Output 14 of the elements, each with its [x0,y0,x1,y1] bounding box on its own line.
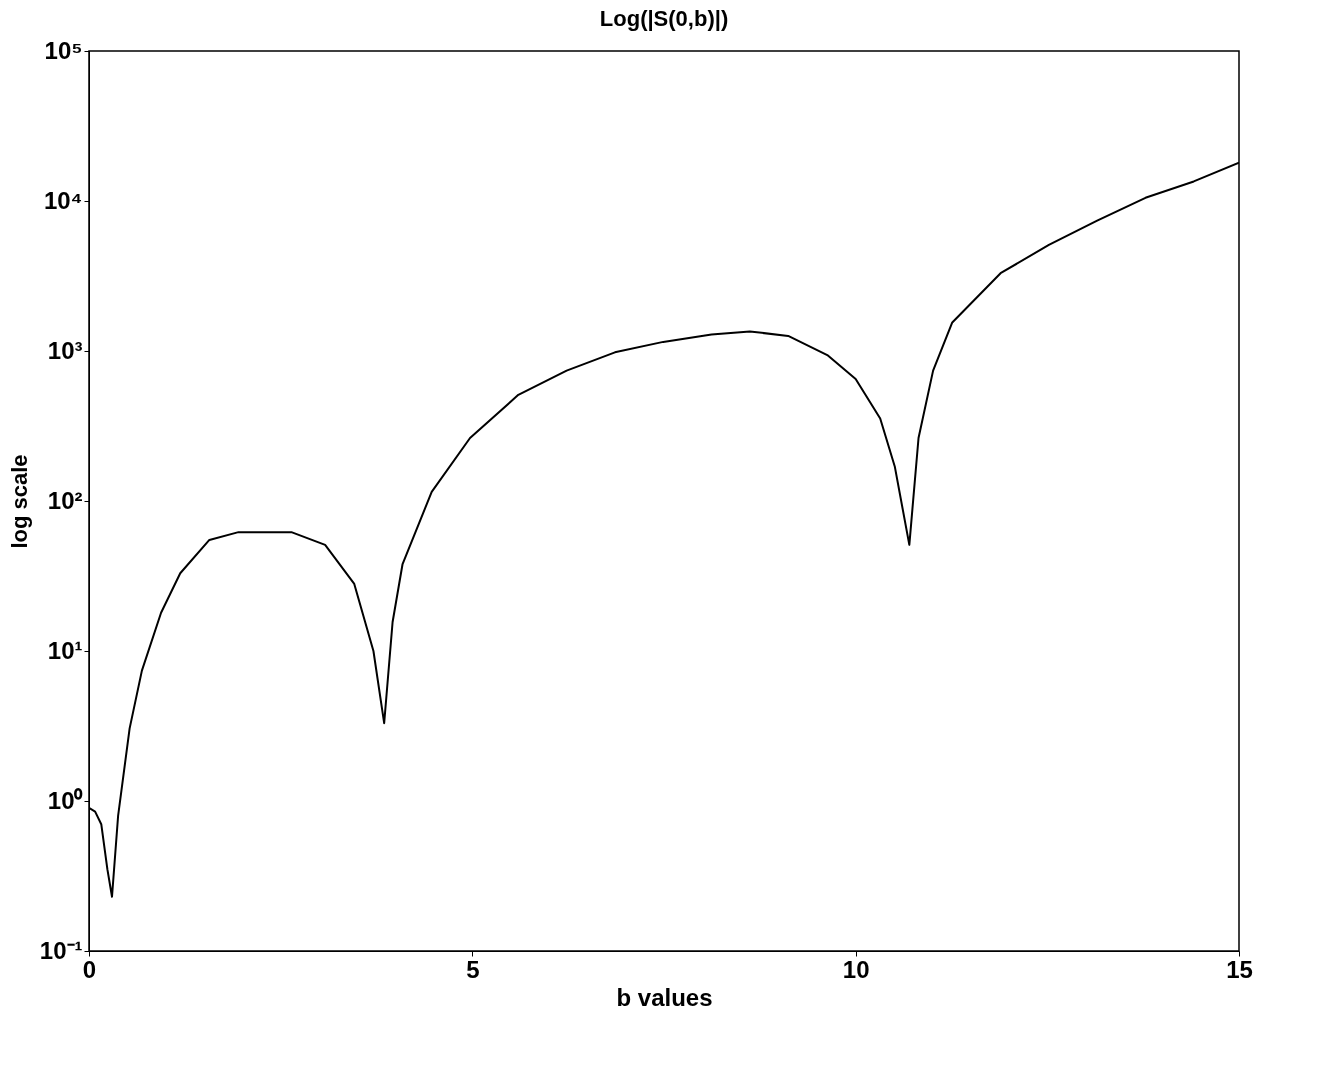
y-tick-label: 10¹ [47,636,83,664]
x-tick-label: 15 [1226,955,1253,983]
x-tick-label: 0 [82,955,97,983]
y-tick-label: 10² [47,486,83,514]
x-tick-label: 10 [842,955,870,983]
y-tick-label: 10⁻¹ [39,936,83,964]
x-axis-title: b values [616,983,713,1011]
y-tick-label: 10⁵ [44,36,83,64]
y-tick-label: 10⁴ [43,186,83,214]
y-tick-label: 10⁰ [47,786,84,814]
y-tick-label: 10³ [47,336,83,364]
y-axis-title: log scale [6,454,32,549]
x-tick-label: 5 [466,955,480,983]
chart-title: Log(|S(0,b)|) [599,6,729,31]
